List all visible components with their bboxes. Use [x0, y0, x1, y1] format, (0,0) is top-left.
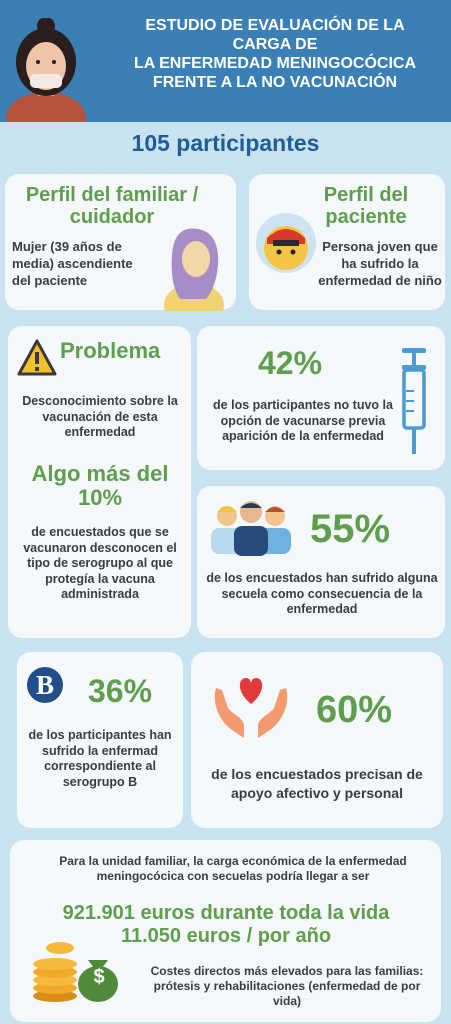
stat-42-text: de los participantes no tuvo la opción d… [213, 398, 393, 443]
problem-text: Desconocimiento sobre la vacunación de e… [22, 394, 178, 439]
stat-55-text: de los encuestados han sufrido alguna se… [206, 571, 438, 616]
patient-profile-title: Perfil del paciente [323, 184, 409, 228]
syringe-icon [402, 348, 426, 454]
stat-36-text: de los participantes han sufrido la enfe… [28, 728, 172, 789]
stat-42-value: 42% [258, 345, 323, 381]
family-profile-title: Perfil del familiar / cuidador [25, 184, 199, 228]
problem-detail: de encuestados que se vacunaron desconoc… [23, 525, 177, 601]
page-title: ESTUDIO DE EVALUACIÓN DE LA CARGA DE LA … [133, 17, 417, 91]
sick-child-icon [256, 213, 316, 273]
people-group-icon [211, 501, 291, 556]
woman-portrait-icon [6, 18, 86, 122]
stat-36-value: 36% [88, 673, 153, 709]
serogroup-b-icon: B [27, 667, 63, 703]
economic-intro: Para la unidad familiar, la carga económ… [59, 854, 407, 883]
problem-card [8, 326, 191, 638]
stat-60-value: 60% [316, 689, 393, 731]
warning-icon [17, 339, 57, 376]
dollar-sign-icon: $ [93, 966, 105, 988]
caring-hands-heart-icon [214, 678, 288, 738]
stat-60-card [191, 652, 443, 828]
economic-note: Costes directos más elevados para las fa… [150, 964, 424, 1008]
stat-60-text: de los encuestados precisan de apoyo afe… [211, 766, 423, 801]
economic-lifetime: 921.901 euros durante toda la vida [62, 902, 390, 924]
stat-55-value: 55% [310, 507, 391, 551]
patient-profile-text: Persona joven que ha sufrido la enfermed… [318, 239, 442, 288]
economic-yearly: 11.050 euros / por año [120, 925, 332, 947]
problem-highlight: Algo más del 10% [31, 461, 169, 510]
stat-55-card [197, 486, 445, 638]
problem-title: Problema [60, 338, 161, 363]
money-coins-icon [33, 942, 118, 1002]
caregiver-woman-icon [164, 228, 224, 311]
family-profile-text: Mujer (39 años de media) ascendiente del… [12, 239, 133, 288]
participants-count: 105 participantes [131, 130, 320, 156]
